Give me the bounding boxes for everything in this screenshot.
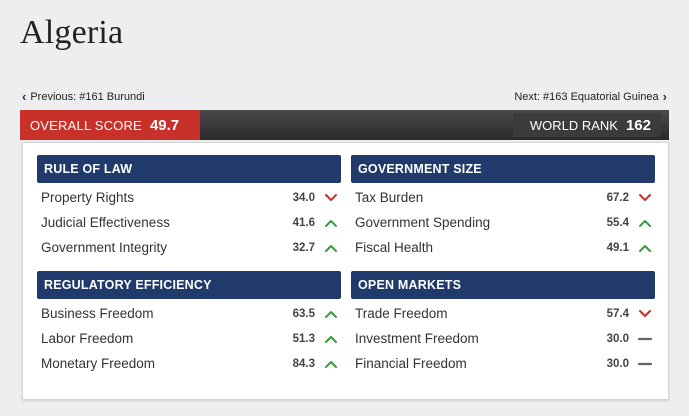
overall-score-value: 49.7 — [149, 116, 180, 134]
section-rule-of-law: RULE OF LAW Property Rights 34.0 Judicial E… — [37, 155, 341, 260]
score-bar: OVERALL SCORE 49.7 WORLD RANK 162 — [20, 110, 669, 140]
overall-score-label: OVERALL SCORE — [30, 117, 142, 133]
trend-up-icon — [635, 217, 655, 229]
indicator-row[interactable]: Government Integrity 32.7 — [37, 235, 341, 260]
overall-score-badge: OVERALL SCORE 49.7 — [20, 110, 200, 140]
indicator-score: 51.3 — [292, 332, 315, 345]
indicator-score: 49.1 — [606, 241, 629, 254]
indicator-row[interactable]: Financial Freedom 30.0 — [351, 351, 655, 376]
indicator-name: Financial Freedom — [355, 356, 467, 371]
freedom-scores-panel: RULE OF LAW Property Rights 34.0 Judicial E… — [22, 142, 669, 400]
trend-up-icon — [321, 308, 341, 320]
section-header: REGULATORY EFFICIENCY — [37, 271, 341, 299]
trend-down-icon — [635, 192, 655, 204]
indicator-name: Monetary Freedom — [41, 356, 156, 371]
previous-country-label: Previous: #161 Burundi — [30, 90, 145, 103]
indicator-score: 57.4 — [606, 307, 629, 320]
chevron-left-icon: ‹ — [22, 89, 27, 104]
chevron-right-icon: › — [662, 89, 667, 104]
indicator-row[interactable]: Labor Freedom 51.3 — [37, 326, 341, 351]
section-open-markets: OPEN MARKETS Trade Freedom 57.4 Investment … — [351, 271, 655, 376]
indicator-row[interactable]: Tax Burden 67.2 — [351, 185, 655, 210]
indicator-name: Investment Freedom — [355, 331, 479, 346]
indicator-score: 55.4 — [606, 216, 629, 229]
section-header: GOVERNMENT SIZE — [351, 155, 655, 183]
indicator-score: 30.0 — [606, 332, 629, 345]
next-country-label: Next: #163 Equatorial Guinea — [514, 90, 659, 103]
indicator-row[interactable]: Government Spending 55.4 — [351, 210, 655, 235]
indicator-score: 63.5 — [292, 307, 315, 320]
indicator-score: 84.3 — [292, 357, 315, 370]
page-title: Algeria — [20, 14, 124, 51]
trend-flat-icon — [635, 358, 655, 370]
indicator-name: Fiscal Health — [355, 240, 434, 255]
indicator-name: Property Rights — [41, 190, 135, 205]
indicator-row[interactable]: Fiscal Health 49.1 — [351, 235, 655, 260]
world-rank-label: WORLD RANK — [529, 117, 618, 133]
world-rank-value: 162 — [625, 116, 651, 134]
indicator-score: 67.2 — [606, 191, 629, 204]
section-header: RULE OF LAW — [37, 155, 341, 183]
section-header: OPEN MARKETS — [351, 271, 655, 299]
indicator-name: Government Spending — [355, 215, 491, 230]
previous-country-link[interactable]: ‹ Previous: #161 Burundi — [22, 90, 145, 103]
trend-down-icon — [321, 192, 341, 204]
next-country-link[interactable]: Next: #163 Equatorial Guinea › — [514, 90, 667, 103]
indicator-name: Labor Freedom — [41, 331, 134, 346]
indicator-name: Government Integrity — [41, 240, 168, 255]
trend-down-icon — [635, 308, 655, 320]
indicator-row[interactable]: Trade Freedom 57.4 — [351, 301, 655, 326]
indicator-row[interactable]: Investment Freedom 30.0 — [351, 326, 655, 351]
trend-flat-icon — [635, 333, 655, 345]
section-government-size: GOVERNMENT SIZE Tax Burden 67.2 Government … — [351, 155, 655, 260]
indicator-row[interactable]: Judicial Effectiveness 41.6 — [37, 210, 341, 235]
indicator-name: Judicial Effectiveness — [41, 215, 170, 230]
indicator-score: 30.0 — [606, 357, 629, 370]
trend-up-icon — [321, 333, 341, 345]
indicator-name: Tax Burden — [355, 190, 424, 205]
indicator-name: Trade Freedom — [355, 306, 448, 321]
indicator-row[interactable]: Monetary Freedom 84.3 — [37, 351, 341, 376]
world-rank-badge: WORLD RANK 162 — [513, 113, 661, 137]
trend-up-icon — [635, 242, 655, 254]
indicator-row[interactable]: Property Rights 34.0 — [37, 185, 341, 210]
indicator-name: Business Freedom — [41, 306, 154, 321]
indicator-row[interactable]: Business Freedom 63.5 — [37, 301, 341, 326]
indicator-score: 34.0 — [292, 191, 315, 204]
indicator-score: 41.6 — [292, 216, 315, 229]
section-regulatory-efficiency: REGULATORY EFFICIENCY Business Freedom 63.… — [37, 271, 341, 376]
trend-up-icon — [321, 217, 341, 229]
trend-up-icon — [321, 358, 341, 370]
trend-up-icon — [321, 242, 341, 254]
indicator-score: 32.7 — [292, 241, 315, 254]
